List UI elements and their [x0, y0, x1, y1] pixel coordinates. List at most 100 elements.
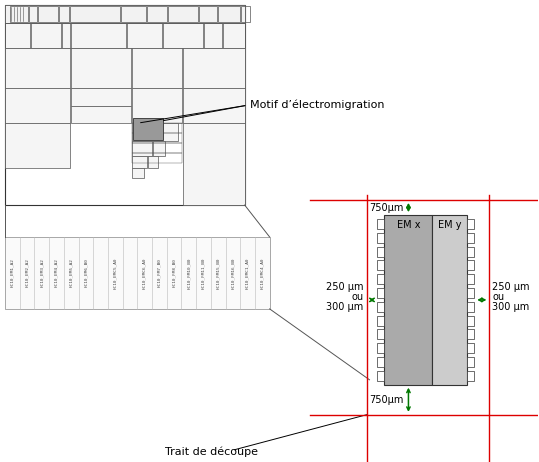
Bar — [127, 23, 162, 48]
Bar — [377, 329, 384, 340]
Bar — [133, 118, 163, 140]
Bar — [199, 6, 217, 22]
Text: HC10_FM15_B0: HC10_FM15_B0 — [216, 257, 220, 289]
Bar — [153, 141, 165, 156]
Bar — [223, 23, 245, 48]
Text: 250 μm: 250 μm — [326, 282, 363, 292]
Bar — [62, 23, 70, 48]
Bar — [377, 316, 384, 326]
Bar — [183, 88, 245, 123]
Bar — [71, 88, 131, 106]
Bar — [467, 219, 474, 229]
Bar — [432, 215, 467, 385]
Bar — [384, 215, 432, 385]
Bar — [132, 153, 182, 163]
Bar — [38, 6, 58, 22]
Bar — [467, 247, 474, 256]
Bar — [121, 6, 146, 22]
Text: HC10_EMC1_A0: HC10_EMC1_A0 — [246, 257, 250, 289]
Text: HC10_EM4_A2: HC10_EM4_A2 — [54, 259, 58, 287]
Bar — [158, 123, 178, 141]
Bar — [183, 48, 245, 88]
Text: HC10_EMC4_A0: HC10_EMC4_A0 — [260, 257, 264, 289]
Bar — [377, 371, 384, 381]
Text: HC10_FM16_B0: HC10_FM16_B0 — [231, 257, 235, 289]
Text: HC10_EM6_B0: HC10_EM6_B0 — [84, 259, 88, 287]
Text: HC10_EMC6_A0: HC10_EMC6_A0 — [143, 257, 147, 289]
Text: 250 μm: 250 μm — [492, 282, 530, 292]
Bar — [31, 23, 61, 48]
Text: HC10_EM2_A2: HC10_EM2_A2 — [25, 259, 29, 287]
Bar — [71, 48, 131, 88]
Text: 300 μm: 300 μm — [326, 302, 363, 312]
Bar — [241, 6, 250, 22]
Bar — [163, 23, 203, 48]
Bar — [467, 357, 474, 367]
Text: 750μm: 750μm — [369, 395, 404, 405]
Bar — [377, 261, 384, 270]
Bar — [467, 261, 474, 270]
Text: HC10_EM3_A2: HC10_EM3_A2 — [40, 259, 44, 287]
Bar — [467, 329, 474, 340]
Bar — [132, 156, 147, 168]
Bar — [132, 141, 152, 156]
Bar — [467, 371, 474, 381]
Text: ou: ou — [492, 292, 505, 302]
Text: HC10_FM8_B0: HC10_FM8_B0 — [172, 259, 176, 287]
Bar — [168, 6, 198, 22]
Bar — [132, 133, 182, 143]
Bar — [467, 233, 474, 243]
Text: Motif d’électromigration: Motif d’électromigration — [250, 100, 384, 110]
Bar — [5, 5, 245, 205]
Bar — [467, 316, 474, 326]
Bar — [183, 123, 245, 205]
Bar — [71, 106, 131, 123]
Bar — [467, 302, 474, 312]
Bar — [218, 6, 240, 22]
Bar — [132, 48, 182, 88]
Text: ou: ou — [351, 292, 363, 302]
Bar — [377, 274, 384, 284]
Bar — [132, 143, 182, 153]
Bar — [148, 156, 158, 168]
Text: Trait de découpe: Trait de découpe — [165, 446, 258, 457]
Bar — [5, 88, 70, 123]
Bar — [204, 23, 222, 48]
Bar — [147, 6, 167, 22]
Bar — [377, 247, 384, 256]
Bar — [377, 288, 384, 298]
Bar — [467, 288, 474, 298]
Bar — [377, 357, 384, 367]
Text: HC10_EMC5_A0: HC10_EMC5_A0 — [113, 257, 118, 289]
Bar — [10, 6, 28, 22]
Bar — [29, 6, 37, 22]
Bar — [377, 302, 384, 312]
Bar — [5, 237, 270, 309]
Text: HC10_EM1_A2: HC10_EM1_A2 — [10, 259, 15, 287]
Bar — [377, 219, 384, 229]
Bar — [467, 343, 474, 353]
Text: EM x: EM x — [397, 220, 420, 230]
Bar — [5, 123, 70, 168]
Bar — [467, 274, 474, 284]
Bar — [132, 168, 144, 178]
Bar — [132, 123, 182, 133]
Bar — [132, 123, 157, 141]
Text: HC10_FM7_B0: HC10_FM7_B0 — [157, 259, 161, 287]
Bar — [377, 343, 384, 353]
Text: 300 μm: 300 μm — [492, 302, 530, 312]
Text: 750μm: 750μm — [369, 202, 404, 213]
Text: HC10_EM5_A2: HC10_EM5_A2 — [69, 259, 73, 287]
Text: HC10_FM10_B0: HC10_FM10_B0 — [187, 257, 191, 289]
Text: EM y: EM y — [438, 220, 461, 230]
Bar — [5, 5, 245, 23]
Bar — [377, 233, 384, 243]
Text: HC10_FM11_B0: HC10_FM11_B0 — [202, 257, 205, 289]
Bar — [5, 48, 70, 88]
Bar — [132, 88, 182, 123]
Bar — [71, 23, 126, 48]
Bar — [5, 23, 245, 48]
Bar — [5, 23, 30, 48]
Bar — [59, 6, 69, 22]
Bar — [70, 6, 120, 22]
